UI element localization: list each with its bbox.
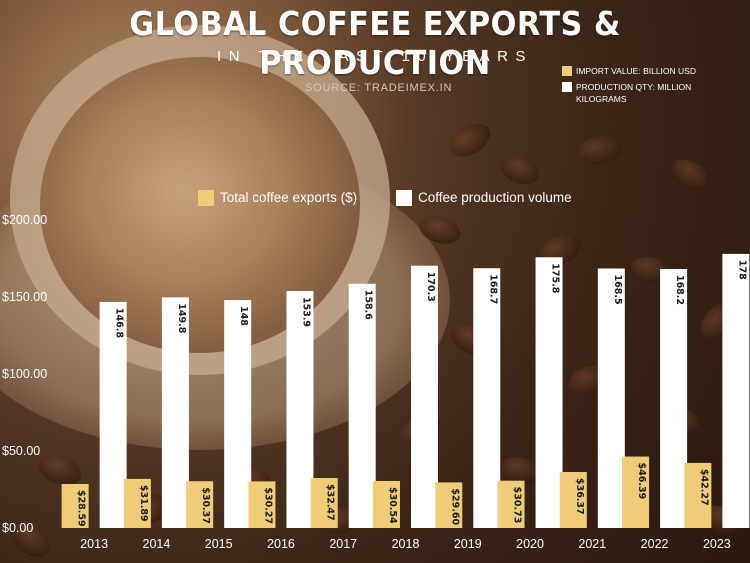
data-label-production: 178 [736,260,747,280]
bar-production [348,283,376,528]
bar-exports [186,481,214,528]
bar-production [161,297,189,528]
bar-production [224,300,252,528]
x-tick-label: 2023 [703,537,731,551]
bar-production [411,265,438,528]
x-tick-label: 2019 [454,537,482,551]
bar-exports [248,481,276,528]
chart-title: GLOBAL COFFEE EXPORTS & PRODUCTION [129,4,621,82]
data-label-exports: $30.27 [262,487,273,524]
data-label-production: 168.5 [612,275,623,305]
data-label-exports: $32.47 [325,484,336,521]
data-label-exports: $30.37 [200,487,211,524]
data-label-exports: $29.60 [449,488,460,525]
x-tick-label: 2017 [329,537,357,551]
x-tick-label: 2013 [80,537,108,551]
data-label-exports: $30.54 [387,487,398,524]
x-tick-label: 2018 [392,537,420,551]
bar-exports [684,462,712,528]
exports-swatch [562,66,572,76]
data-label-exports: $30.73 [512,487,523,524]
y-tick-label: $100.00 [2,367,47,381]
bar-production [286,290,314,528]
x-tick-label: 2022 [641,537,669,551]
data-label-exports: $42.27 [698,469,709,506]
chart-subtitle: IN THE LAST 10 YEARS [217,48,533,65]
data-label-production: 168.2 [674,275,685,305]
data-label-production: 153.9 [300,297,311,327]
bar-production [660,268,688,528]
data-label-production: 158.6 [363,290,374,320]
y-tick-label: $200.00 [2,213,47,227]
data-label-production: 148 [238,306,249,326]
note-legend-import-label: IMPORT VALUE: BILLION USD [576,66,696,76]
x-tick-label: 2016 [267,537,295,551]
data-label-production: 168.7 [487,274,498,304]
bar-production [99,301,127,528]
x-tick-label: 2015 [205,537,233,551]
data-label-exports: $36.37 [574,478,585,515]
bar-exports [559,471,587,528]
y-tick-label: $150.00 [2,290,47,304]
data-label-exports: $28.59 [76,490,87,527]
y-tick-label: $0.00 [2,521,33,535]
y-tick-label: $50.00 [2,444,40,458]
x-tick-label: 2021 [578,537,606,551]
bar-production [473,268,501,528]
bar-exports [435,482,463,528]
bar-exports [61,483,89,528]
data-label-production: 146.8 [114,308,125,338]
legend-label-production: Coffee production volume [418,190,572,205]
x-tick-label: 2014 [143,537,171,551]
source-label: SOURCE: TRADEIMEX.IN [305,82,453,94]
bar-exports [497,480,525,528]
bar-exports [123,478,151,528]
data-label-exports: $46.39 [636,463,647,500]
x-tick-label: 2020 [516,537,544,551]
data-label-exports: $31.89 [138,485,149,522]
data-label-production: 175.8 [550,263,561,293]
legend-label-exports: Total coffee exports ($) [220,190,358,205]
bar-exports [622,456,650,528]
note-legend-production-label: PRODUCTION QTY: MILLION KILOGRAMS [576,82,692,104]
bar-production [597,268,625,528]
bar-exports [310,477,338,528]
data-label-production: 170.3 [425,272,436,302]
bar-production [535,257,563,528]
bar-exports [373,480,400,528]
bar-production [722,253,750,528]
legend-swatch-exports [198,190,214,206]
legend-swatch-production [396,190,412,206]
data-label-production: 149.8 [176,303,187,333]
production-swatch [562,82,572,92]
